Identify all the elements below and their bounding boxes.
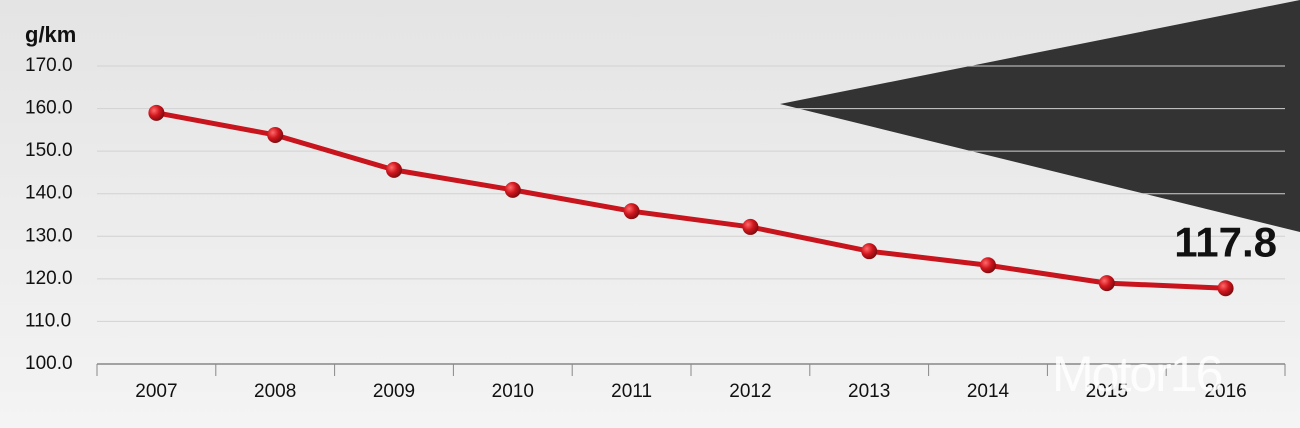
x-tick-label: 2013	[848, 381, 890, 402]
y-tick-label: 140.0	[25, 183, 73, 204]
x-tick-label: 2011	[611, 381, 652, 402]
y-tick-label: 100.0	[25, 353, 73, 374]
y-tick-label: 110.0	[25, 310, 71, 331]
watermark: Motor16	[1052, 346, 1222, 402]
x-tick-label: 2014	[967, 381, 1010, 402]
point	[386, 161, 402, 178]
point	[861, 243, 878, 260]
decor-triangle	[780, 0, 1300, 232]
point	[267, 126, 284, 143]
x-tick-label: 2009	[373, 381, 415, 402]
y-tick-label: 170.0	[25, 55, 73, 76]
y-tick-label: 160.0	[25, 98, 73, 119]
x-tick-label: 2008	[254, 381, 296, 402]
line	[155, 110, 1226, 291]
y-tick-label: 150.0	[25, 140, 73, 161]
point	[623, 203, 640, 220]
x-tick-label: 2012	[729, 381, 771, 402]
point	[1098, 275, 1115, 292]
x-tick-label: 2016	[1204, 381, 1246, 402]
y-axis-label: g/km	[25, 22, 76, 47]
point	[980, 257, 996, 274]
y-tick-label: 130.0	[25, 225, 73, 246]
x-tick-label: 2007	[135, 381, 177, 402]
point	[742, 218, 759, 235]
point	[148, 104, 165, 121]
data-label: 117.8	[1174, 218, 1277, 265]
x-tick-label: 2015	[1086, 381, 1128, 402]
point	[504, 181, 521, 198]
point	[1217, 280, 1234, 297]
y-tick-label: 120.0	[25, 268, 73, 289]
x-tick-label: 2010	[492, 381, 534, 402]
